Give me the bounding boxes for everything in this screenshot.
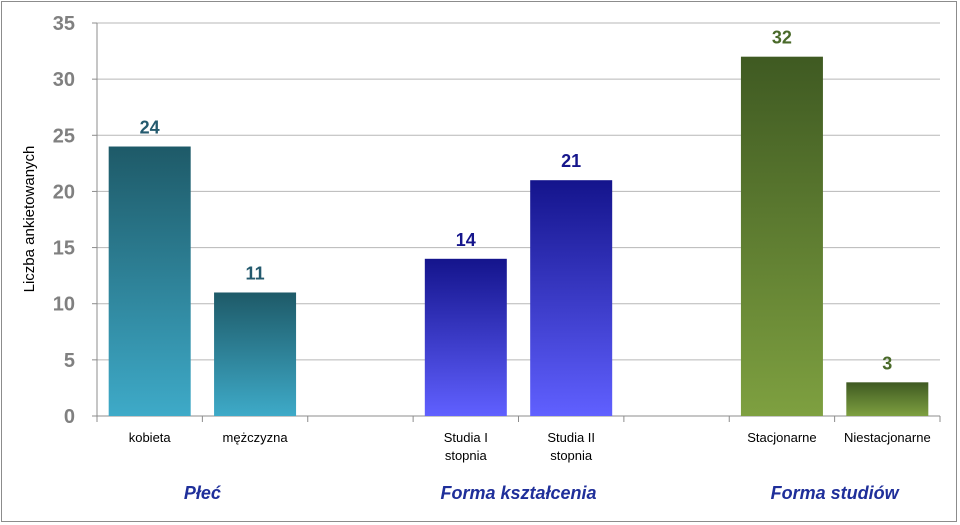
data-label: 14 xyxy=(456,230,476,250)
bar xyxy=(214,292,297,416)
y-tick-label: 25 xyxy=(53,125,75,147)
data-label: 3 xyxy=(882,353,892,373)
bar xyxy=(530,180,613,416)
bar xyxy=(846,382,929,416)
bar xyxy=(108,146,191,416)
data-label: 21 xyxy=(561,151,581,171)
group-label: Forma kształcenia xyxy=(440,483,596,503)
x-tick-label: mężczyzna xyxy=(223,430,289,445)
x-tick-label: kobieta xyxy=(129,430,172,445)
y-axis-label: Liczba ankietowanych xyxy=(21,146,38,293)
bars xyxy=(108,56,929,416)
x-tick-label: Studia II stopnia xyxy=(547,430,595,463)
bar xyxy=(740,56,823,416)
y-tick-label: 35 xyxy=(53,13,75,35)
y-tick-label: 0 xyxy=(64,406,75,428)
group-label: Płeć xyxy=(184,483,221,503)
group-label: Forma studiów xyxy=(771,483,900,503)
labels: 0 5 10 15 20 25 30 35 24 11 Płeć 14 21 Forma kształce… xyxy=(53,13,931,503)
x-tick-label: Niestacjonarne xyxy=(844,430,931,445)
data-label: 24 xyxy=(140,118,160,138)
y-tick-label: 10 xyxy=(53,294,75,316)
bar xyxy=(424,258,507,416)
y-tick-label: 30 xyxy=(53,69,75,91)
x-tick-label: Stacjonarne xyxy=(747,430,816,445)
data-label: 11 xyxy=(246,263,265,283)
y-tick-label: 5 xyxy=(64,350,75,372)
y-tick-label: 20 xyxy=(53,181,75,203)
data-label: 32 xyxy=(772,28,792,48)
y-tick-label: 15 xyxy=(53,238,75,260)
